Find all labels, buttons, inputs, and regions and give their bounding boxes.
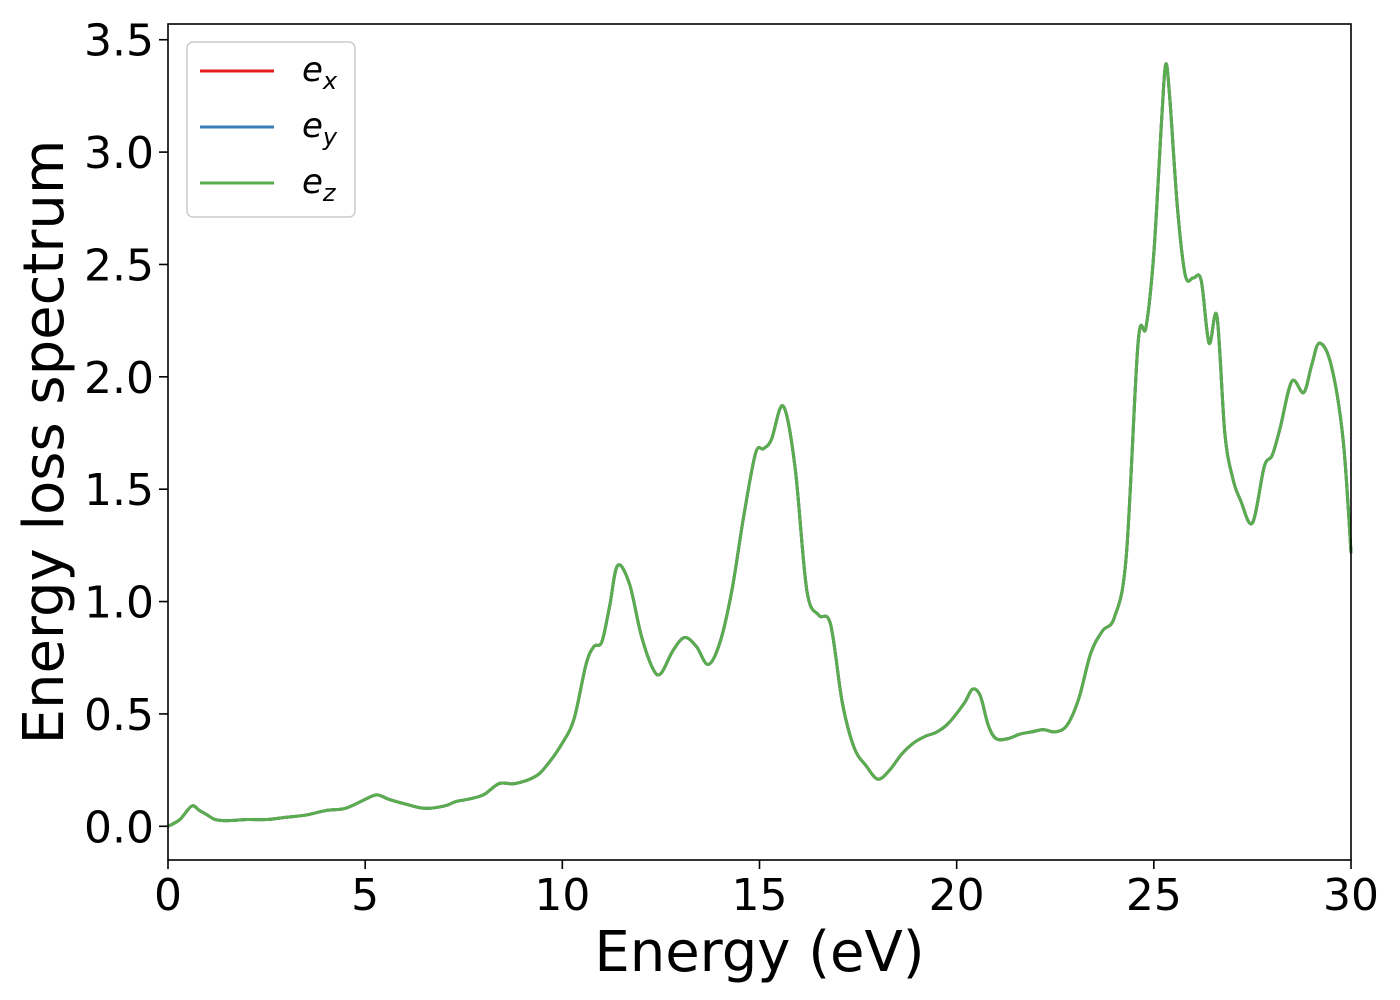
y-axis-title: Energy loss spectrum — [12, 140, 77, 745]
y-tick-label: 2.5 — [84, 240, 154, 291]
y-tick-label: 3.5 — [84, 16, 154, 67]
y-tick-label: 0.0 — [84, 802, 154, 853]
x-tick-label: 30 — [1323, 870, 1379, 921]
x-tick-label: 5 — [351, 870, 379, 921]
y-tick-label: 3.0 — [84, 128, 154, 179]
legend-box — [186, 41, 356, 218]
x-tick-label: 0 — [154, 870, 182, 921]
x-tick-label: 15 — [732, 870, 788, 921]
series-line-e-z — [166, 62, 1353, 828]
legend-label-ex: ex — [302, 50, 338, 95]
y-tick-label: 1.5 — [84, 465, 154, 516]
x-axis-title: Energy (eV) — [594, 920, 924, 985]
x-tick-label: 10 — [534, 870, 590, 921]
series-layer — [166, 62, 1353, 828]
x-axis: 0 5 10 15 20 25 30 — [154, 860, 1379, 921]
y-tick-label: 1.0 — [84, 578, 154, 629]
legend: ex ey ez — [186, 41, 356, 218]
legend-label-ey: ey — [302, 106, 338, 151]
y-tick-label: 0.5 — [84, 690, 154, 741]
x-tick-label: 25 — [1126, 870, 1182, 921]
x-tick-label: 20 — [929, 870, 985, 921]
y-tick-label: 2.0 — [84, 353, 154, 404]
y-axis: 0.0 0.5 1.0 1.5 2.0 2.5 3.0 3.5 — [84, 16, 168, 853]
legend-label-ez: ez — [302, 162, 337, 207]
